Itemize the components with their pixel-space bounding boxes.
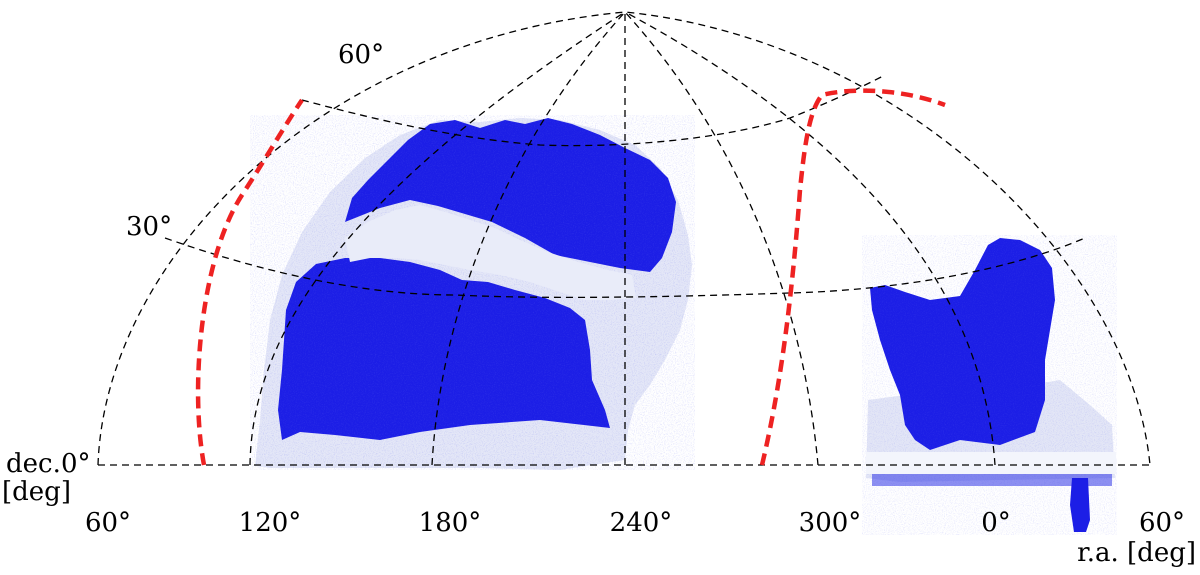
dec-tick-label: 30° — [126, 212, 172, 242]
dec-axis-unit: [deg] — [2, 477, 71, 507]
dec-tick-label: 60° — [338, 40, 384, 70]
ra-tick-label: 60° — [1139, 508, 1185, 538]
footprint-southern-tail — [1070, 478, 1090, 532]
ra-tick-label: 60° — [85, 508, 131, 538]
footprint-southern-strip-light — [866, 452, 1116, 474]
dec-tick-label: 0° — [61, 449, 91, 479]
dec-axis-label: dec. — [6, 449, 61, 479]
ra-tick-label: 120° — [239, 508, 302, 538]
ra-tick-label: 240° — [610, 508, 673, 538]
ra-axis-label: r.a. [deg] — [1077, 538, 1196, 568]
ra-tick-label: 0° — [981, 508, 1011, 538]
ra-tick-label: 300° — [799, 508, 862, 538]
footprint-northern-cap — [250, 115, 695, 470]
ra-tick-label: 180° — [419, 508, 482, 538]
